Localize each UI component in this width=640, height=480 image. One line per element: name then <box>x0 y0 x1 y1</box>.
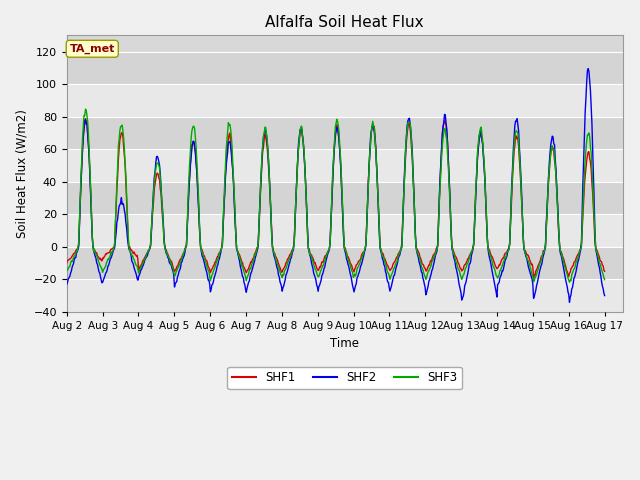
SHF3 <box>212 262 220 268</box>
Bar <box>67 247 623 279</box>
Line: SHF3: SHF3 <box>67 109 605 282</box>
SHF2 <box>417 264 424 270</box>
Bar <box>67 215 623 247</box>
SHF1 <box>417 258 425 264</box>
SHF2 <box>584 66 592 72</box>
SHF3 <box>63 268 70 274</box>
Bar <box>67 182 623 215</box>
SHF2 <box>601 293 609 299</box>
Bar <box>67 149 623 182</box>
Title: Alfalfa Soil Heat Flux: Alfalfa Soil Heat Flux <box>266 15 424 30</box>
SHF2 <box>566 300 573 305</box>
Y-axis label: Soil Heat Flux (W/m2): Soil Heat Flux (W/m2) <box>15 109 28 238</box>
SHF3 <box>129 252 136 258</box>
SHF2 <box>73 250 81 256</box>
SHF3 <box>566 279 573 285</box>
X-axis label: Time: Time <box>330 336 359 349</box>
SHF1 <box>601 268 609 274</box>
SHF1 <box>530 275 538 281</box>
SHF1 <box>402 151 410 156</box>
Text: TA_met: TA_met <box>70 44 115 54</box>
Legend: SHF1, SHF2, SHF3: SHF1, SHF2, SHF3 <box>227 367 462 389</box>
SHF3 <box>402 146 410 152</box>
SHF3 <box>184 223 191 228</box>
SHF3 <box>601 277 609 283</box>
Bar <box>67 117 623 149</box>
SHF2 <box>211 273 219 278</box>
SHF1 <box>63 260 70 265</box>
SHF3 <box>73 248 81 254</box>
SHF1 <box>129 249 136 254</box>
SHF2 <box>182 243 190 249</box>
Bar <box>67 279 623 312</box>
SHF1 <box>184 223 191 229</box>
SHF3 <box>417 263 425 269</box>
SHF2 <box>63 282 70 288</box>
SHF1 <box>73 247 81 252</box>
Line: SHF2: SHF2 <box>67 69 605 302</box>
SHF1 <box>212 259 220 265</box>
Bar <box>67 52 623 84</box>
SHF2 <box>401 160 409 166</box>
SHF3 <box>82 106 90 112</box>
SHF2 <box>128 259 136 264</box>
Line: SHF1: SHF1 <box>67 119 605 278</box>
Bar <box>67 84 623 117</box>
SHF1 <box>82 116 90 121</box>
